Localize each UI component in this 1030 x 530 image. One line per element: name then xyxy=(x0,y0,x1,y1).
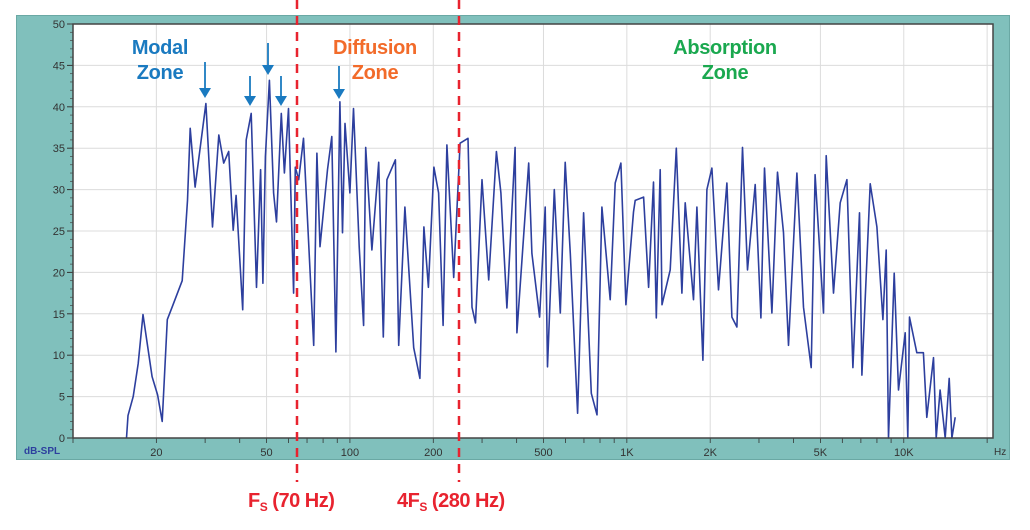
x-tick-label: 200 xyxy=(424,447,442,459)
y-axis-unit-label: dB-SPL xyxy=(24,446,61,457)
x-tick-label: 1K xyxy=(620,447,634,459)
x-tick-label: 20 xyxy=(150,447,162,459)
peak-arrow-icon xyxy=(333,66,345,99)
4fs-prefix: 4F xyxy=(397,490,420,512)
plot-border xyxy=(72,23,994,439)
spl-series-line xyxy=(125,79,956,439)
y-tick-label: 15 xyxy=(53,309,65,321)
modal-zone-line2: Zone xyxy=(136,62,184,84)
x-tick-label: 5K xyxy=(814,447,828,459)
modal-zone-line1: Modal xyxy=(131,37,189,59)
y-tick-label: 35 xyxy=(53,143,65,155)
absorption-zone-line2: Zone xyxy=(701,62,749,84)
y-tick-label: 25 xyxy=(53,226,65,238)
x-tick-label: 50 xyxy=(260,447,272,459)
peak-arrow-icon xyxy=(244,76,256,106)
peak-arrow-icon xyxy=(275,76,287,106)
y-tick-label: 5 xyxy=(59,392,65,404)
fs-subscript: S xyxy=(259,500,268,514)
4fs-suffix: (280 Hz) xyxy=(426,490,505,512)
x-tick-label: 2K xyxy=(703,447,717,459)
x-axis-unit-label: Hz xyxy=(994,447,1007,458)
y-tick-label: 10 xyxy=(53,350,65,362)
x-tick-label: 100 xyxy=(341,447,359,459)
peak-arrow-icon xyxy=(199,62,211,98)
fs-suffix: (70 Hz) xyxy=(267,490,335,512)
fs-marker-label: FS (70 Hz) xyxy=(248,490,335,514)
modal-zone-label: Modal Zone xyxy=(100,36,220,86)
4fs-marker-label: 4FS (280 Hz) xyxy=(397,490,505,514)
y-tick-label: 45 xyxy=(53,60,65,72)
4fs-subscript: S xyxy=(419,500,427,514)
x-tick-label: 10K xyxy=(894,447,914,459)
y-tick-label: 0 xyxy=(59,433,65,445)
fs-prefix: F xyxy=(248,490,260,512)
diffusion-zone-line2: Zone xyxy=(351,62,399,84)
absorption-zone-label: Absorption Zone xyxy=(655,36,795,86)
diffusion-zone-line1: Diffusion xyxy=(333,37,417,59)
y-tick-label: 40 xyxy=(53,102,65,114)
x-tick-label: 500 xyxy=(534,447,552,459)
y-tick-label: 30 xyxy=(53,185,65,197)
y-tick-label: 50 xyxy=(53,19,65,31)
peak-arrow-icon xyxy=(262,43,274,75)
y-tick-label: 20 xyxy=(53,267,65,279)
diffusion-zone-label: Diffusion Zone xyxy=(315,36,435,86)
absorption-zone-line1: Absorption xyxy=(673,37,777,59)
